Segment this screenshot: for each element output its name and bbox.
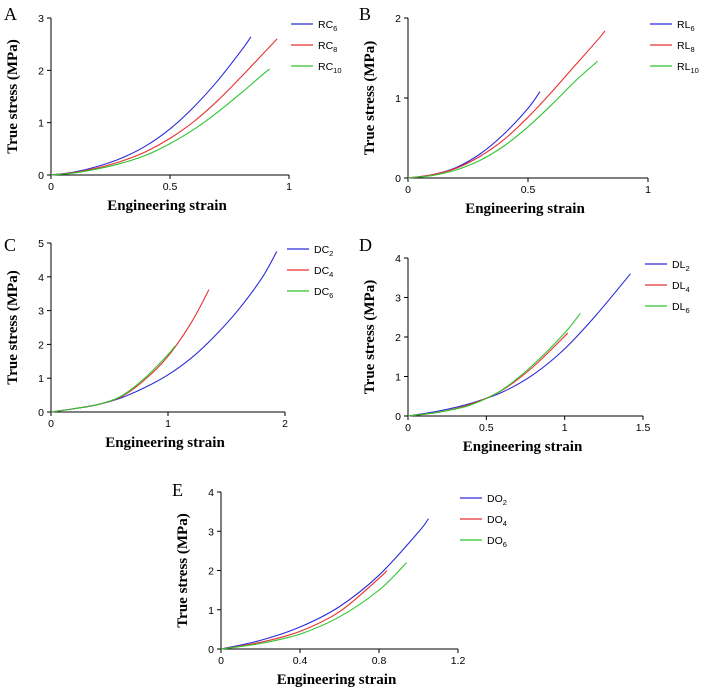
y-tick-label: 0 xyxy=(208,644,214,656)
x-axis-title: Engineering strain xyxy=(107,198,227,214)
x-tick-label: 0.5 xyxy=(163,181,178,193)
panel-letter: B xyxy=(359,4,371,24)
x-tick-label: 1.5 xyxy=(636,422,651,434)
y-tick-label: 4 xyxy=(395,253,401,265)
panel-a: A 0 0.5 1 0 1 2 3 Engineering strain True stress … xyxy=(4,4,342,214)
series-line-dl4 xyxy=(407,332,569,417)
series-line-do2 xyxy=(220,518,429,650)
legend-label: DC2 xyxy=(314,244,333,258)
panel-letter: A xyxy=(4,4,17,24)
x-tick-label: 0.4 xyxy=(293,655,308,667)
y-axis-title: True stress (MPa) xyxy=(175,513,191,627)
x-tick-label: 0 xyxy=(48,418,54,430)
y-tick-label: 1 xyxy=(38,373,44,385)
y-tick-label: 3 xyxy=(38,13,44,25)
y-tick-label: 1 xyxy=(395,93,401,105)
x-tick-label: 0.8 xyxy=(372,655,387,667)
y-tick-label: 3 xyxy=(395,293,401,305)
x-tick-label: 0 xyxy=(218,655,224,667)
y-tick-label: 4 xyxy=(38,272,44,284)
legend-label: RC6 xyxy=(318,19,337,33)
x-tick-label: 0 xyxy=(405,422,411,434)
legend-label: RL8 xyxy=(677,40,695,54)
x-tick-label: 0 xyxy=(48,181,54,193)
legend-label: DL6 xyxy=(672,301,690,315)
y-tick-label: 2 xyxy=(38,339,44,351)
panel-b: B 0 0.5 1 0 1 2 Engineering strain True stress (… xyxy=(359,4,699,217)
series-line-rl8 xyxy=(407,30,606,179)
y-axis-title: True stress (MPa) xyxy=(5,39,21,153)
legend-label: DC6 xyxy=(314,286,333,300)
y-tick-label: 0 xyxy=(395,173,401,185)
x-tick-label: 1 xyxy=(165,418,171,430)
y-tick-label: 1 xyxy=(395,372,401,384)
legend: RL6 RL8 RL10 xyxy=(650,19,699,75)
legend-label: DC4 xyxy=(314,265,333,279)
panel-e: E 0 0.4 0.8 1.2 0 1 2 3 4 Engineering strain True s… xyxy=(172,480,507,688)
series-line-dc2 xyxy=(50,251,278,413)
y-tick-label: 2 xyxy=(395,332,401,344)
y-tick-label: 3 xyxy=(38,306,44,318)
y-tick-label: 3 xyxy=(208,526,214,538)
legend-label: RL10 xyxy=(677,61,699,75)
y-tick-label: 0 xyxy=(395,411,401,423)
legend-label: RC10 xyxy=(318,61,342,75)
legend-label: DO4 xyxy=(487,514,507,528)
y-tick-label: 1 xyxy=(208,605,214,617)
y-tick-label: 0 xyxy=(38,407,44,419)
panel-d: D 0 0.5 1 1.5 0 1 2 3 4 Engineering strain True str… xyxy=(359,235,690,455)
x-tick-label: 0.5 xyxy=(479,422,494,434)
legend-label: DO2 xyxy=(487,493,507,507)
x-tick-label: 2 xyxy=(282,418,288,430)
legend-label: RC8 xyxy=(318,40,337,54)
legend-label: RL6 xyxy=(677,19,695,33)
legend-label: DL2 xyxy=(672,259,690,273)
x-axis-title: Engineering strain xyxy=(463,439,583,455)
y-axis-title: True stress (MPa) xyxy=(362,41,378,155)
legend: DO2 DO4 DO6 xyxy=(460,493,507,549)
legend: RC6 RC8 RC10 xyxy=(291,19,342,75)
panel-letter: C xyxy=(4,235,16,255)
x-tick-label: 1 xyxy=(645,184,651,196)
series-line-rc10 xyxy=(50,68,271,176)
x-tick-label: 0.5 xyxy=(521,184,536,196)
series-line-dc6 xyxy=(50,345,176,413)
series-line-rl6 xyxy=(407,91,541,179)
x-tick-label: 1 xyxy=(562,422,568,434)
series-line-rc6 xyxy=(50,36,252,176)
series-line-dc4 xyxy=(50,289,210,413)
legend-label: DL4 xyxy=(672,280,690,294)
y-tick-label: 5 xyxy=(38,238,44,250)
y-tick-label: 2 xyxy=(395,13,401,25)
y-tick-label: 2 xyxy=(208,566,214,578)
x-tick-label: 1.2 xyxy=(451,655,466,667)
x-axis-title: Engineering strain xyxy=(465,201,585,217)
y-tick-label: 1 xyxy=(38,118,44,130)
x-tick-label: 1 xyxy=(286,181,292,193)
x-axis-title: Engineering strain xyxy=(277,672,397,688)
y-axis-title: True stress (MPa) xyxy=(5,270,21,384)
series-line-rc8 xyxy=(50,38,278,176)
legend: DC2 DC4 DC6 xyxy=(287,244,333,300)
y-tick-label: 4 xyxy=(208,487,214,499)
panel-letter: E xyxy=(172,480,183,500)
series-line-do6 xyxy=(220,562,408,650)
x-tick-label: 0 xyxy=(405,184,411,196)
series-line-do4 xyxy=(220,570,388,650)
series-line-dl6 xyxy=(407,312,581,417)
legend-label: DO6 xyxy=(487,535,507,549)
y-tick-label: 2 xyxy=(38,65,44,77)
series-line-dl2 xyxy=(407,273,631,417)
panel-letter: D xyxy=(359,235,372,255)
legend: DL2 DL4 DL6 xyxy=(645,259,690,315)
series-line-rl10 xyxy=(407,60,598,179)
panel-c: C 0 1 2 0 1 2 3 4 5 Engineering strain True stress … xyxy=(4,235,333,451)
x-axis-title: Engineering strain xyxy=(105,435,225,451)
y-tick-label: 0 xyxy=(38,170,44,182)
y-axis-title: True stress (MPa) xyxy=(362,280,378,394)
